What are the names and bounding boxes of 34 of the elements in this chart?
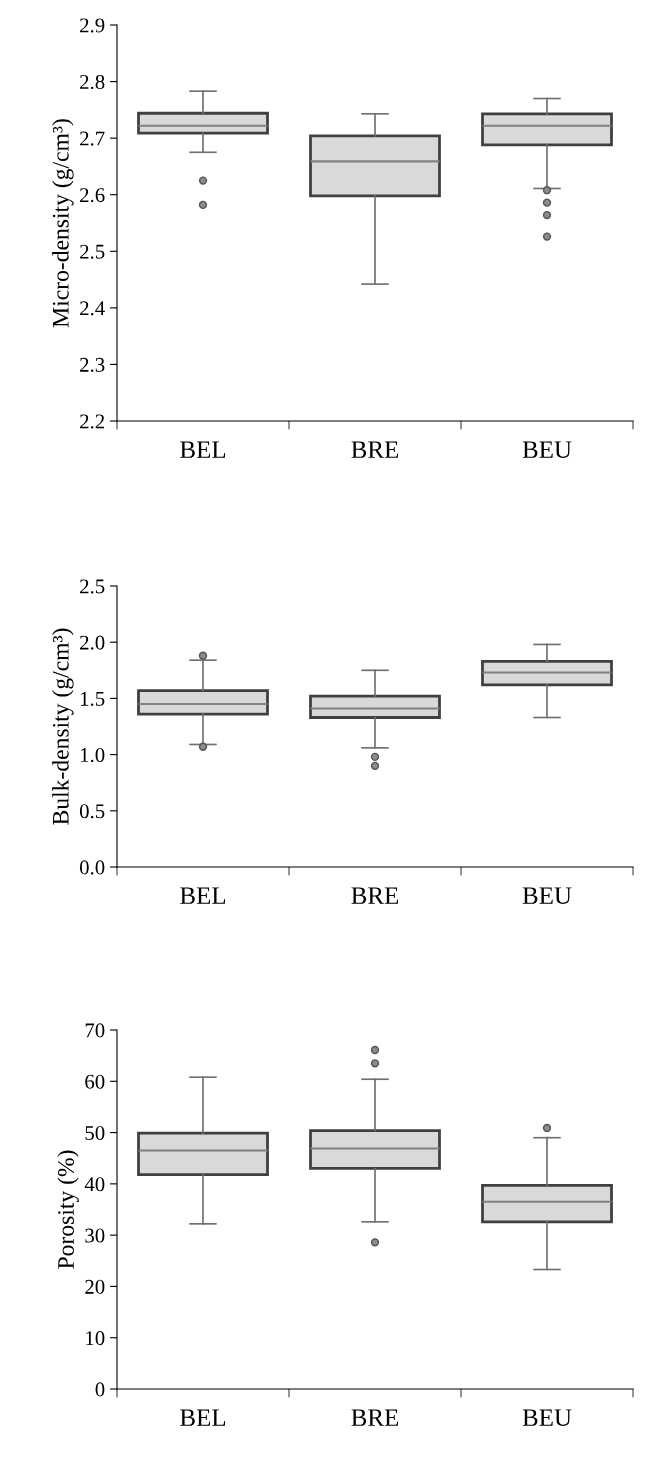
y-tick-label: 40 xyxy=(84,1177,105,1192)
y-tick-label: 2.0 xyxy=(80,635,105,650)
x-tick-label: BRE xyxy=(351,1409,399,1426)
x-tick-label: BEL xyxy=(180,1409,226,1426)
y-axis-title: Micro-density (g/cm³) xyxy=(52,119,74,328)
x-tick-label: BEU xyxy=(522,1409,572,1427)
y-tick-label: 2.2 xyxy=(80,414,105,429)
y-tick-label: 2.9 xyxy=(80,18,105,33)
y-tick-label: 50 xyxy=(85,1125,105,1140)
y-tick-label: 2.3 xyxy=(80,357,105,372)
x-tick-label: BEL xyxy=(180,441,226,458)
x-tick-label: BRE xyxy=(351,887,399,904)
y-tick-label: 2.6 xyxy=(80,188,105,203)
y-tick-label: 70 xyxy=(85,1023,105,1038)
x-tick-label: BEU xyxy=(522,887,572,905)
x-tick-label: BEL xyxy=(180,887,226,904)
y-tick-label: 0.0 xyxy=(79,860,105,875)
y-tick-label: 60 xyxy=(85,1074,105,1089)
y-tick-label: 0 xyxy=(95,1382,105,1397)
y-axis-title: Bulk-density (g/cm³) xyxy=(52,628,74,825)
y-tick-label: 0.5 xyxy=(79,804,105,819)
y-tick-label: 2.7 xyxy=(80,131,105,146)
y-tick-label: 1.5 xyxy=(80,691,105,706)
y-tick-label: 2.5 xyxy=(80,579,105,594)
y-tick-label: 20 xyxy=(85,1279,105,1294)
x-tick-label: BRE xyxy=(351,441,399,458)
y-axis-title: Porosity (%) xyxy=(57,1150,79,1269)
y-tick-label: 2.5 xyxy=(80,244,105,259)
y-tick-label: 1.0 xyxy=(80,747,105,763)
y-tick-label: 10 xyxy=(86,1331,105,1346)
y-tick-label: 30 xyxy=(85,1228,105,1243)
y-tick-label: 2.4 xyxy=(80,301,105,316)
x-tick-label: BEU xyxy=(522,441,572,459)
y-tick-label: 2.8 xyxy=(80,74,105,90)
